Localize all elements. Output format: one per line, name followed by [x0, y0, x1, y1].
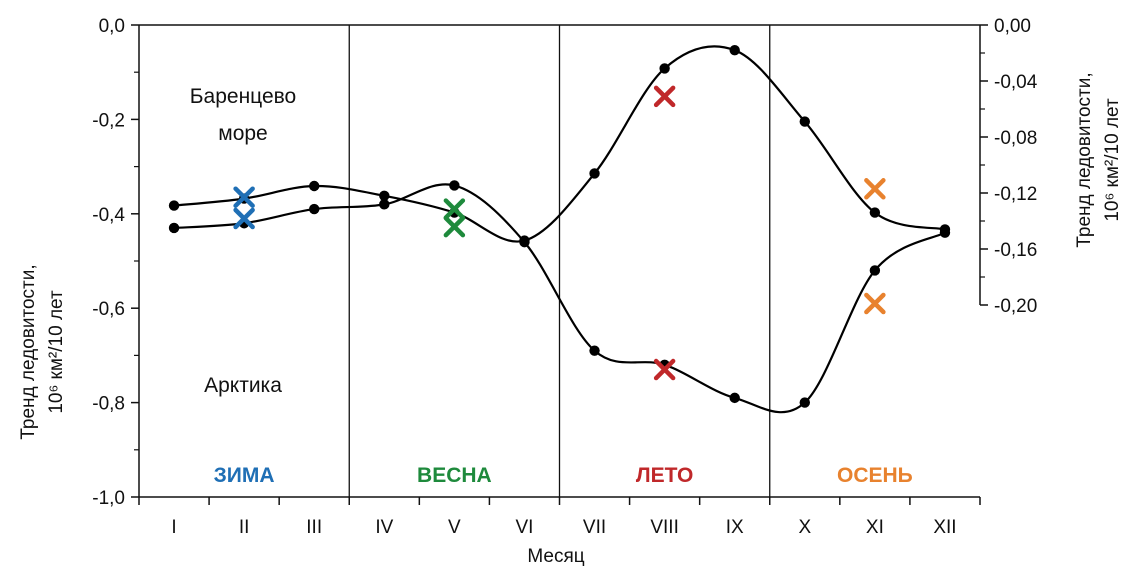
season-mean-stroke	[653, 85, 676, 108]
season-mean-marker	[864, 178, 886, 200]
season-mean-stroke	[233, 207, 255, 230]
x-axis-tick-label: VI	[515, 517, 533, 538]
season-mean-marker	[864, 292, 886, 315]
series-point-0	[309, 180, 320, 192]
x-axis-tick-label: XII	[933, 517, 956, 538]
series-point-1	[379, 199, 390, 210]
left-axis-tick-label: -0,4	[92, 205, 125, 226]
season-mean-marker	[443, 198, 466, 220]
season-means-layer	[233, 85, 886, 381]
x-axis-tick-label: I	[171, 517, 176, 538]
left-axis-title-line2: 10⁶ км²/10 лет	[46, 290, 67, 414]
series-point-1	[519, 236, 530, 248]
x-axis-tick-label: XI	[866, 517, 884, 538]
season-dividers	[348, 25, 771, 497]
series-point-0	[799, 116, 810, 127]
season-mean-stroke	[233, 186, 255, 208]
series-point-1	[939, 227, 951, 238]
left-axis-tick-label: -0,2	[92, 110, 125, 131]
season-mean-stroke	[864, 292, 886, 315]
season-mean-stroke	[443, 215, 466, 238]
left-axis: 0,0 -0,2 -0,4 -0,6 -0,8 -1,0	[92, 16, 140, 509]
x-axis-tick-label: VII	[583, 517, 606, 538]
right-axis-tick-label: 0,00	[994, 16, 1031, 37]
x-axis-tick-label: V	[448, 517, 461, 538]
x-axis-tick-label: IX	[726, 517, 744, 538]
right-axis-title-line1: Тренд ледовитости,	[1074, 72, 1095, 247]
series-point-1	[729, 392, 740, 404]
series-point-0	[379, 190, 390, 201]
series-point-0	[168, 200, 180, 211]
left-axis-tick-label: -1,0	[92, 488, 125, 509]
left-axis-tick-label: -0,6	[92, 299, 125, 320]
series-point-1	[869, 265, 881, 276]
series-point-1	[589, 345, 600, 356]
series-label-barents-line1: Баренцево	[190, 85, 297, 108]
x-axis-title: Месяц	[527, 546, 584, 567]
season-mean-marker	[233, 207, 255, 230]
x-axis-tick-label: VIII	[650, 517, 679, 538]
series-label-barents-line2: море	[218, 122, 267, 145]
series-point-1	[309, 203, 320, 215]
series-point-0	[869, 207, 881, 218]
right-axis-tick-label: -0,04	[994, 72, 1038, 93]
x-axis: I II III IV V VI VII VIII IX X XI XII	[138, 496, 981, 538]
x-axis-tick-label: IV	[375, 517, 393, 538]
series-label-arctic: Арктика	[204, 374, 282, 397]
season-mean-stroke	[864, 178, 886, 200]
series-point-0	[659, 63, 670, 74]
left-axis-title-line1: Тренд ледовитости,	[18, 264, 39, 439]
season-label: ЛЕТО	[636, 464, 693, 487]
series-layer	[168, 45, 951, 414]
right-axis: 0,00 -0,04 -0,08 -0,12 -0,16 -0,20	[979, 16, 1038, 317]
season-mean-marker	[443, 215, 466, 238]
season-label: ЗИМА	[214, 464, 275, 487]
left-axis-tick-label: -0,8	[92, 394, 125, 415]
series-point-1	[168, 222, 180, 234]
season-mean-stroke	[653, 358, 676, 381]
right-axis-title-line2: 10⁶ км²/10 лет	[1102, 98, 1123, 222]
season-mean-marker	[653, 358, 676, 381]
right-axis-tick-label: -0,12	[994, 184, 1037, 205]
x-axis-tick-label: III	[306, 517, 322, 538]
x-axis-tick-label: II	[239, 517, 250, 538]
season-labels: ЗИМА ВЕСНА ЛЕТО ОСЕНЬ	[214, 464, 913, 487]
right-axis-tick-label: -0,08	[994, 128, 1037, 149]
season-label: ОСЕНЬ	[837, 464, 913, 487]
x-axis-tick-label: X	[798, 517, 811, 538]
series-point-0	[589, 168, 600, 179]
series-point-1	[449, 180, 460, 191]
season-mean-stroke	[443, 198, 466, 220]
season-mean-marker	[653, 85, 676, 108]
season-mean-marker	[233, 186, 255, 208]
series-point-0	[729, 45, 740, 56]
series-point-1	[799, 397, 810, 408]
right-axis-tick-label: -0,20	[994, 296, 1037, 317]
left-axis-tick-label: 0,0	[99, 16, 125, 37]
season-label: ВЕСНА	[417, 464, 492, 487]
right-axis-tick-label: -0,16	[994, 240, 1037, 261]
